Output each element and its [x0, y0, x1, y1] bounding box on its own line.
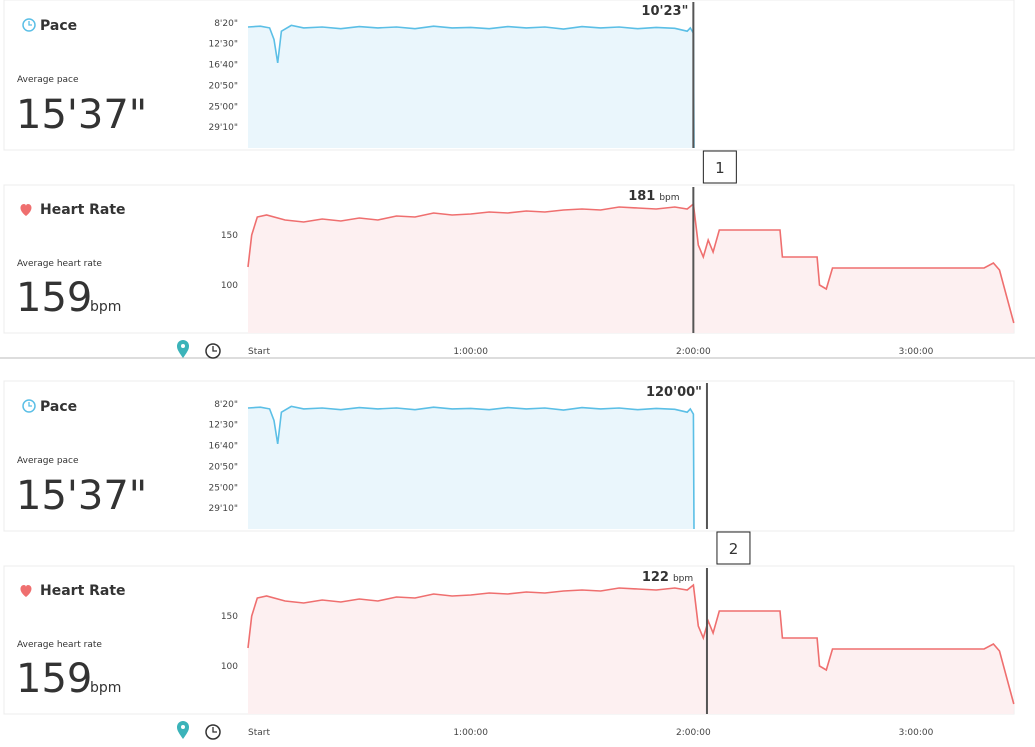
- hr-cursor-unit: bpm: [659, 193, 679, 203]
- heart_rate-area: [248, 204, 1014, 333]
- hr-tick-label: 150: [221, 231, 238, 241]
- heart-icon: [20, 204, 32, 216]
- hr-cursor-unit: bpm: [673, 574, 693, 584]
- hr-title: Heart Rate: [40, 583, 126, 599]
- clock-hands: [212, 346, 217, 352]
- pace-tick-label: 12'30": [208, 40, 238, 50]
- pace-tick-label: 8'20": [214, 19, 238, 29]
- avg-pace-label: Average pace: [17, 456, 79, 466]
- hr-tick-label: 100: [221, 662, 238, 672]
- heart_rate-area: [248, 585, 1014, 714]
- avg-hr-unit: bpm: [90, 299, 121, 315]
- avg-hr-unit: bpm: [90, 680, 121, 696]
- pace-tick-label: 29'10": [208, 504, 238, 514]
- pace-tick-label: 12'30": [208, 421, 238, 431]
- pace-title: Pace: [40, 399, 77, 415]
- pace-title: Pace: [40, 18, 77, 34]
- avg-hr-value: 159: [16, 656, 92, 702]
- pace-tick-label: 25'00": [208, 102, 238, 112]
- avg-hr-value: 159: [16, 275, 92, 321]
- clock-hands: [212, 727, 217, 733]
- x-tick-label: 3:00:00: [899, 347, 934, 357]
- section: Pace Average pace 15'37" 8'20" 12'30" 16'40" 2…: [3, 380, 1015, 740]
- x-tick-label: 2:00:00: [676, 728, 711, 738]
- clock-icon: [205, 724, 221, 740]
- section: Pace Average pace 15'37" 8'20" 12'30" 16'40" 2…: [3, 0, 1015, 359]
- pace-tick-label: 29'10": [208, 123, 238, 133]
- location-icon: [177, 721, 189, 739]
- avg-hr-label: Average heart rate: [17, 640, 102, 650]
- pace-icon: [22, 18, 36, 32]
- pace-tick-label: 16'40": [208, 61, 238, 71]
- pace-icon-hands: [28, 402, 32, 407]
- x-tick-label: Start: [248, 728, 270, 738]
- avg-hr-label: Average heart rate: [17, 259, 102, 269]
- x-tick-label: 3:00:00: [899, 728, 934, 738]
- pace-line: [247, 24, 695, 149]
- heart_rate-line: [247, 583, 1015, 705]
- hr-cursor-value: 122: [642, 570, 669, 585]
- location-dot: [181, 344, 185, 348]
- x-tick-label: 2:00:00: [676, 347, 711, 357]
- pace-icon: [22, 399, 36, 413]
- pace-tick-label: 20'50": [208, 81, 238, 91]
- hr-tick-label: 150: [221, 612, 238, 622]
- pace-tick-label: 8'20": [214, 400, 238, 410]
- heart_rate-line: [247, 202, 1015, 324]
- pace-area: [248, 406, 694, 529]
- pace-cursor-label: 10'23": [641, 4, 688, 19]
- avg-pace-label: Average pace: [17, 75, 79, 85]
- pace-line: [247, 405, 695, 530]
- pace-cursor-label: 120'00": [646, 385, 702, 400]
- pace-tick-label: 25'00": [208, 483, 238, 493]
- hr-tick-label: 100: [221, 281, 238, 291]
- location-dot: [181, 725, 185, 729]
- clock-icon: [205, 343, 221, 359]
- x-tick-label: Start: [248, 347, 270, 357]
- hr-title: Heart Rate: [40, 202, 126, 218]
- pace-area: [248, 25, 694, 148]
- x-tick-label: 1:00:00: [453, 347, 488, 357]
- location-icon: [177, 340, 189, 358]
- pace-tick-label: 16'40": [208, 442, 238, 452]
- marker-label: 2: [729, 540, 739, 558]
- avg-pace-value: 15'37": [16, 473, 147, 519]
- avg-pace-value: 15'37": [16, 92, 147, 138]
- pace-icon-hands: [28, 21, 32, 26]
- marker-box: [702, 150, 737, 184]
- hr-cursor-value: 181: [628, 189, 655, 204]
- marker-label: 1: [715, 159, 725, 177]
- heart-icon: [20, 585, 32, 597]
- pace-tick-label: 20'50": [208, 462, 238, 472]
- marker-box: [716, 531, 751, 565]
- x-tick-label: 1:00:00: [453, 728, 488, 738]
